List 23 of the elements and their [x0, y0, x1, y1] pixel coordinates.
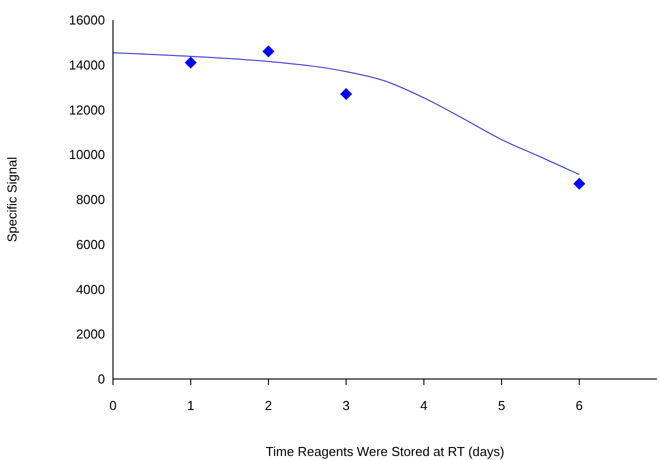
- x-tick-label: 5: [498, 398, 506, 414]
- x-tick-label: 2: [264, 398, 272, 414]
- point: [340, 88, 352, 100]
- x-tick-label: 3: [342, 398, 350, 414]
- y-tick-label: 2000: [76, 326, 105, 342]
- y-tick-label: 8000: [76, 192, 105, 208]
- y-tick-label: 14000: [68, 57, 105, 72]
- line-series: [113, 52, 580, 176]
- x-tick-label: 0: [109, 398, 117, 414]
- x-tick-label: 6: [576, 398, 583, 414]
- y-tick-label: 16000: [68, 12, 105, 28]
- y-tick-label: 10000: [68, 147, 105, 162]
- x-tick-label: 4: [420, 398, 428, 414]
- point: [262, 45, 274, 58]
- y-axis-title: Specific Signal: [4, 156, 20, 242]
- x-tick-label: 1: [187, 398, 194, 414]
- y-tick-label: 12000: [68, 102, 105, 118]
- point: [184, 56, 197, 69]
- y-tick-label: 4000: [76, 282, 105, 297]
- x-axis-title: Time Reagents Were Stored at RT (days): [266, 444, 504, 459]
- y-tick-label: 0: [98, 372, 105, 387]
- y-tick-label: 6000: [76, 236, 105, 252]
- point: [573, 178, 586, 190]
